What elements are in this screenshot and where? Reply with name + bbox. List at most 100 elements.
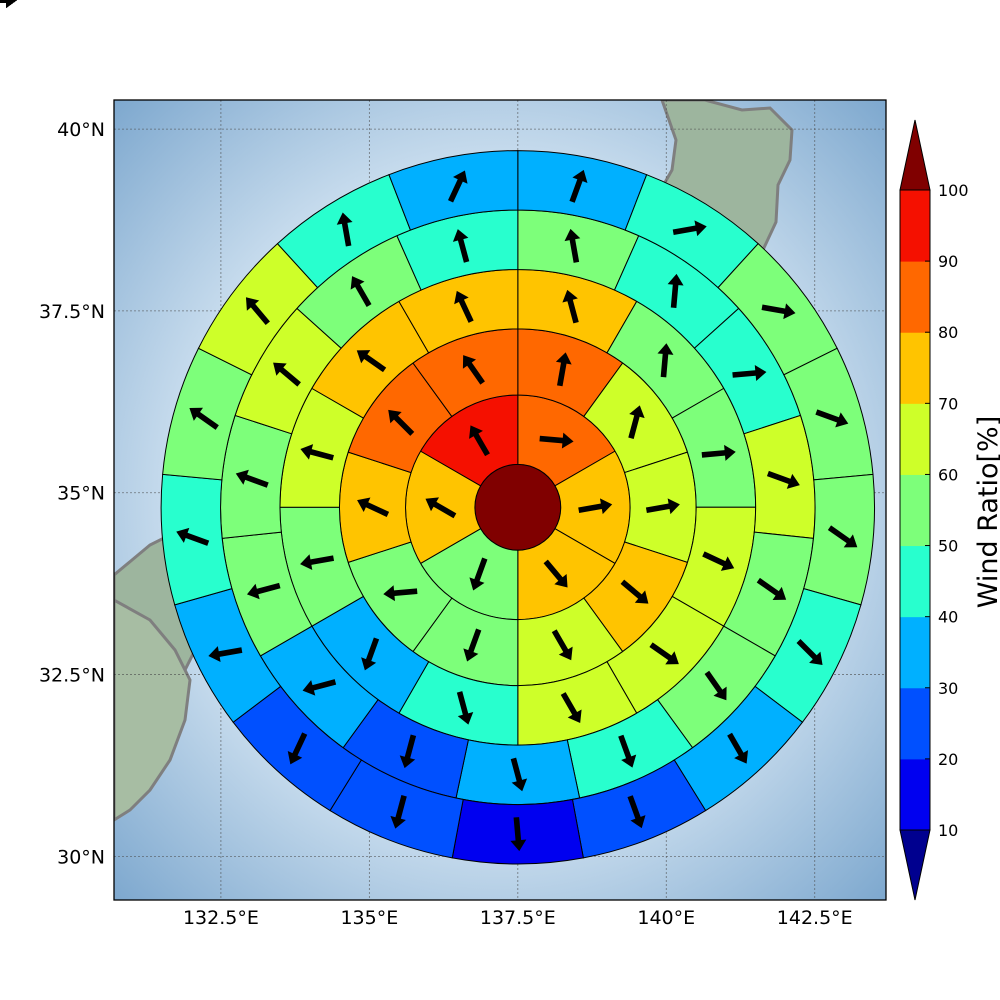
- colorbar-tick-labels: 10 20 30 40 50 60 70 80 90 100: [938, 181, 969, 840]
- y-tick-label: 40°N: [57, 119, 105, 141]
- plot-frame: [113, 99, 887, 901]
- wind-arrow: [627, 795, 646, 829]
- wind-arrow: [390, 795, 407, 829]
- wind-arrow: [356, 350, 387, 373]
- wind-arrow: [383, 585, 418, 602]
- wind-arrow: [667, 273, 684, 309]
- colorbar-tick-label: 30: [938, 679, 958, 698]
- colorbar-bin: [900, 545, 930, 618]
- wind-arrow: [569, 169, 588, 203]
- colorbar-tick-label: 80: [938, 323, 958, 342]
- colorbar: [899, 119, 931, 901]
- wind-arrow: [766, 470, 800, 489]
- wind-arrow: [469, 425, 490, 457]
- x-tick-label: 132.5°E: [183, 907, 259, 929]
- wind-arrow: [657, 343, 674, 378]
- colorbar-tick-label: 20: [938, 750, 958, 769]
- wind-arrow: [302, 679, 337, 696]
- wind-sectors: [161, 151, 875, 865]
- y-tick-labels: 40°N 37.5°N 35°N 32.5°N 30°N: [39, 119, 105, 868]
- land-kyushu: [114, 598, 192, 822]
- wind-arrow: [425, 497, 457, 519]
- wind-arrow: [448, 170, 468, 203]
- wind-arrow: [672, 220, 707, 237]
- wind-arrow: [827, 525, 858, 548]
- wind-arrow: [510, 757, 528, 792]
- wind-arrow: [361, 637, 380, 671]
- wind-arrow: [796, 639, 823, 666]
- colorbar-tick-label: 10: [938, 821, 958, 840]
- y-tick-label: 30°N: [57, 846, 105, 868]
- colorbar-bin: [900, 758, 930, 831]
- wind-arrow: [246, 582, 281, 600]
- wind-arrow: [562, 289, 579, 324]
- wind-arrow: [727, 732, 749, 764]
- wind-arrow: [208, 646, 243, 662]
- wind-arrow: [756, 577, 787, 600]
- wind-arrow: [551, 629, 573, 661]
- colorbar-tick-label: 70: [938, 394, 958, 413]
- wind-arrow: [578, 498, 613, 515]
- colorbar-bin: [900, 474, 930, 547]
- x-tick-label: 137.5°E: [480, 907, 556, 929]
- wind-arrow: [300, 554, 335, 571]
- wind-arrow: [618, 734, 637, 768]
- y-tick-label: 35°N: [57, 483, 105, 505]
- wind-arrow: [645, 498, 680, 515]
- colorbar-bin: [900, 687, 930, 760]
- colorbar-tick-label: 90: [938, 252, 958, 271]
- wind-arrow: [469, 557, 488, 591]
- wind-arrow: [701, 444, 736, 461]
- sector-cell: [803, 473, 875, 606]
- colorbar-over-extension: [899, 119, 931, 191]
- wind-arrow: [462, 355, 485, 385]
- x-tick-label: 142.5°E: [777, 907, 853, 929]
- colorbar-tick-label: 40: [938, 608, 958, 627]
- colorbar-label: Wind Ratio[%]: [973, 416, 1000, 608]
- colorbar-bin: [900, 332, 930, 404]
- wind-arrow: [189, 407, 219, 430]
- wind-arrow: [704, 670, 727, 701]
- wind-arrow: [245, 297, 270, 326]
- wind-arrow: [176, 527, 210, 546]
- wind-arrow: [350, 276, 372, 307]
- colorbar-tick-label: 60: [938, 465, 958, 484]
- wind-arrow: [539, 432, 574, 449]
- wind-arrow: [555, 352, 572, 387]
- wind-arrow: [0, 0, 17, 8]
- wind-arrow: [452, 229, 470, 263]
- wind-arrow: [300, 444, 334, 461]
- wind-arrow: [273, 362, 301, 387]
- y-tick-label: 32.5°N: [39, 665, 105, 687]
- wind-arrow: [456, 691, 474, 725]
- wind-arrow: [336, 212, 353, 247]
- wind-arrow: [235, 469, 269, 488]
- colorbar-bin: [900, 403, 930, 475]
- wind-arrow: [510, 817, 527, 852]
- colorbar-bin: [900, 261, 930, 333]
- wind-arrow: [560, 692, 582, 723]
- colorbar-under-extension: [899, 829, 931, 901]
- wind-arrow: [649, 642, 679, 665]
- wind-arrow: [399, 734, 417, 769]
- wind-arrow: [620, 579, 649, 604]
- wind-arrow: [761, 303, 796, 320]
- x-tick-labels: 132.5°E 135°E 137.5°E 140°E 142.5°E: [183, 907, 853, 929]
- wind-arrow: [543, 559, 568, 588]
- wind-arrow: [564, 228, 581, 263]
- wind-arrow: [815, 409, 849, 428]
- wind-arrow: [388, 409, 415, 436]
- wind-arrow: [357, 497, 390, 517]
- wind-arrow: [628, 405, 645, 439]
- colorbar-bin: [900, 616, 930, 689]
- colorbar-bin: [900, 190, 930, 262]
- wind-arrow: [454, 290, 474, 323]
- wind-arrow: [732, 365, 767, 381]
- colorbar-frame: [899, 189, 931, 831]
- x-tick-label: 140°E: [637, 907, 695, 929]
- wind-arrows: [0, 0, 858, 852]
- colorbar-tick-label: 100: [938, 181, 969, 200]
- wind-arrow: [463, 628, 482, 662]
- colorbar-tick-label: 50: [938, 537, 958, 556]
